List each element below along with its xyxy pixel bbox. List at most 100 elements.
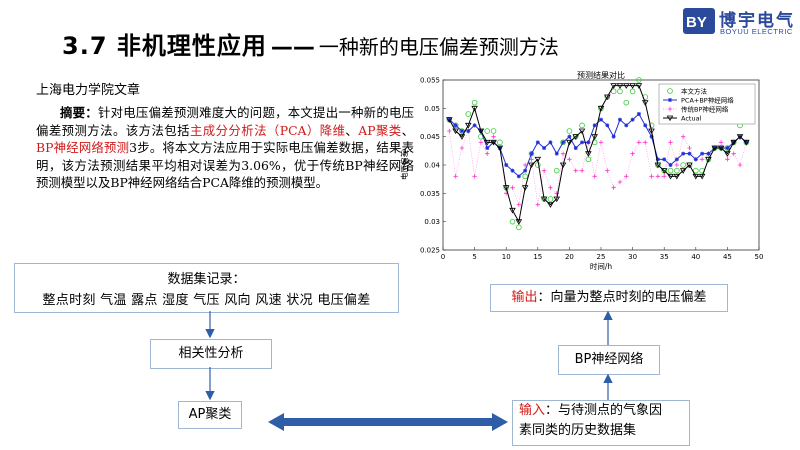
data-point xyxy=(567,134,572,139)
data-point xyxy=(636,77,642,83)
data-point xyxy=(471,99,478,106)
data-point xyxy=(641,100,649,106)
data-point xyxy=(478,140,484,145)
data-point xyxy=(680,134,686,139)
data-point xyxy=(611,185,616,190)
data-point xyxy=(547,202,554,208)
data-point xyxy=(687,151,692,156)
y-tick-label: 0.05 xyxy=(424,105,440,113)
data-point xyxy=(736,134,744,140)
data-point xyxy=(623,99,630,106)
data-point xyxy=(598,140,604,145)
data-point xyxy=(472,123,477,128)
x-tick-label: 5 xyxy=(472,253,476,261)
data-point xyxy=(458,134,466,140)
data-point xyxy=(731,151,736,156)
data-point xyxy=(668,140,673,145)
ap-clustering-box: AP聚类 xyxy=(178,401,242,429)
data-point xyxy=(679,168,687,174)
data-point xyxy=(680,162,686,168)
data-point xyxy=(718,140,724,145)
data-point xyxy=(535,140,540,145)
data-point xyxy=(490,128,497,134)
data-point xyxy=(496,145,504,152)
data-point xyxy=(559,162,567,169)
y-tick-label: 0.03 xyxy=(424,218,440,226)
data-point xyxy=(578,128,586,135)
input-box: 输入：与待测点的气象因 素同类的历史数据集 xyxy=(512,400,690,446)
abstract-lead: 摘要： xyxy=(60,105,98,120)
abstract-highlight-ap: AP聚类 xyxy=(358,122,402,138)
data-point xyxy=(548,185,553,190)
legend-label: PCA+BP神经网络 xyxy=(681,96,734,105)
data-point xyxy=(566,128,573,134)
data-point xyxy=(667,88,673,94)
data-point xyxy=(490,139,497,146)
data-point xyxy=(604,94,611,101)
data-point xyxy=(630,117,635,122)
data-point xyxy=(522,173,528,180)
bp-network-box: BP神经网络 xyxy=(558,345,660,375)
data-point xyxy=(522,162,528,168)
double-arrow-ap-input xyxy=(268,413,508,431)
output-label: 输出 xyxy=(511,290,538,305)
data-point xyxy=(681,151,686,156)
data-point xyxy=(541,168,547,173)
data-point xyxy=(617,117,622,122)
data-point xyxy=(649,174,654,179)
data-point xyxy=(635,83,643,89)
output-box: 输出：向量为整点时刻的电压偏差 xyxy=(490,284,728,312)
data-point xyxy=(711,145,719,152)
data-point xyxy=(636,112,641,116)
data-point xyxy=(585,151,592,157)
data-point xyxy=(484,128,491,134)
x-tick-label: 50 xyxy=(755,253,764,261)
data-point xyxy=(477,128,485,135)
data-point xyxy=(502,185,510,191)
data-point xyxy=(447,128,452,134)
correlation-analysis-box: 相关性分析 xyxy=(150,339,272,369)
data-point xyxy=(698,173,706,180)
input-label: 输入 xyxy=(519,403,546,418)
data-point xyxy=(446,117,453,123)
abstract-text-1: 针对电压偏差预测难度大的问题，本文提出一种新的电压偏差预测方法。该方法包括 xyxy=(36,105,415,138)
data-point xyxy=(706,151,711,156)
data-point xyxy=(717,145,725,152)
data-point xyxy=(667,106,673,112)
y-axis-label: 电压偏差 xyxy=(399,150,409,180)
data-point xyxy=(636,140,642,145)
abstract-highlight-pca: 主成分分析法（PCA）降维 xyxy=(189,122,346,138)
title-dash: —— xyxy=(270,35,315,60)
data-point xyxy=(599,117,603,122)
data-point xyxy=(509,207,516,214)
title-main: 3.7 非机理性应用 xyxy=(62,32,267,60)
data-point xyxy=(560,139,566,146)
legend-box xyxy=(658,83,756,125)
x-tick-label: 25 xyxy=(597,253,606,261)
data-point xyxy=(648,128,655,135)
data-point xyxy=(453,174,458,179)
x-tick-label: 40 xyxy=(691,253,700,261)
data-point xyxy=(643,140,648,145)
logo-subtitle: BOYUU ELECTRIC xyxy=(720,27,793,36)
data-point xyxy=(528,150,535,157)
data-point xyxy=(624,123,629,128)
data-point xyxy=(673,173,681,180)
data-point xyxy=(622,83,630,89)
data-point xyxy=(586,140,591,145)
title-subtitle: 一种新的电压偏差预测方法 xyxy=(318,35,559,59)
data-point xyxy=(725,157,730,162)
data-point xyxy=(655,174,661,179)
x-tick-label: 30 xyxy=(628,253,637,261)
data-point xyxy=(464,122,472,129)
legend-label: Actual xyxy=(681,115,702,123)
data-point xyxy=(510,168,515,173)
data-point xyxy=(510,185,515,190)
input-text-2: 素同类的历史数据集 xyxy=(519,423,637,438)
data-point xyxy=(629,88,636,95)
y-tick-label: 0.035 xyxy=(420,190,440,198)
logo-mark-icon: BY xyxy=(683,8,715,34)
data-point xyxy=(725,146,730,150)
data-point xyxy=(567,157,572,162)
data-point xyxy=(667,173,674,180)
